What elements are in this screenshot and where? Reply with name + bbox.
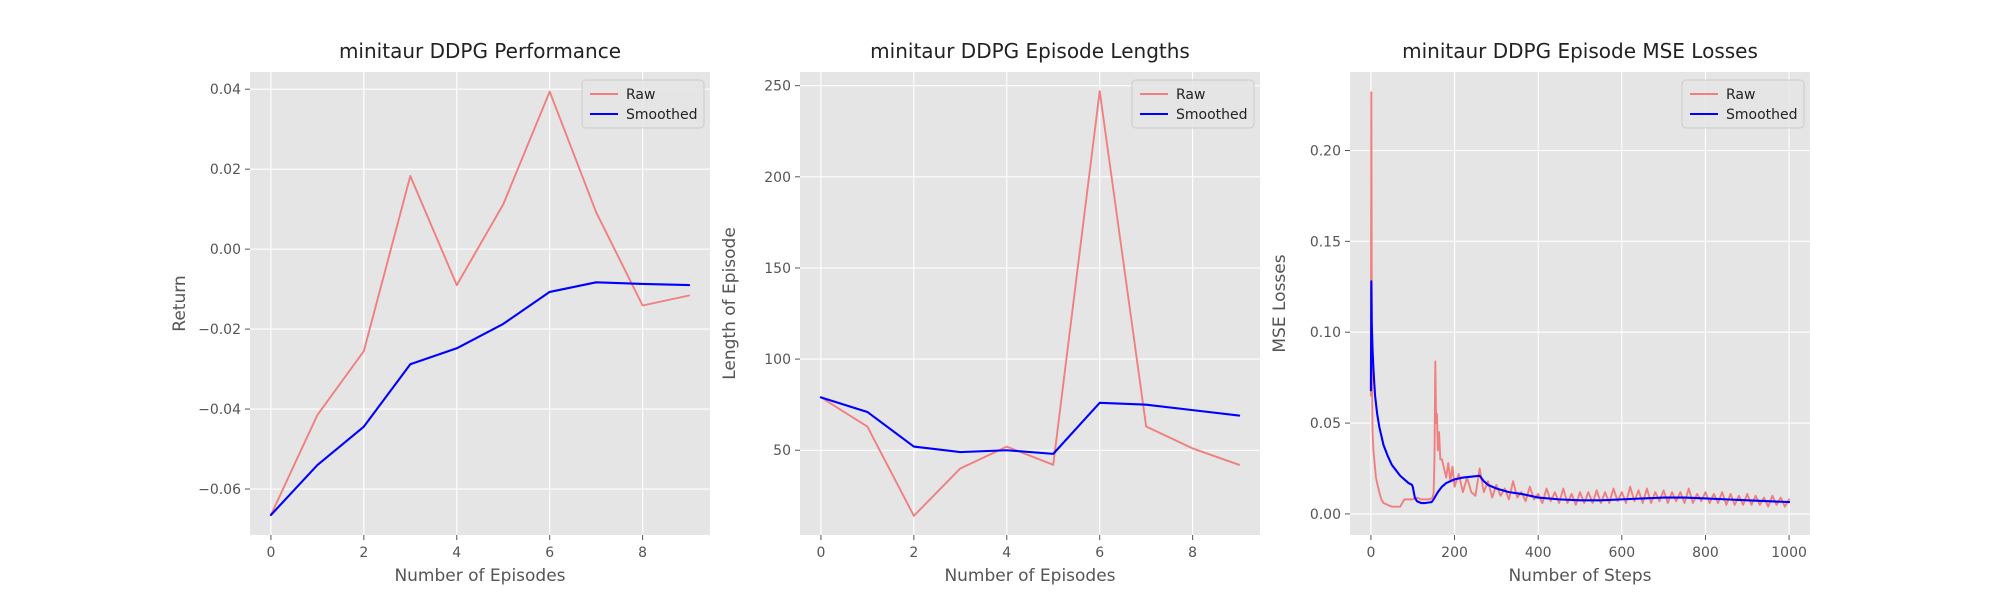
y-tick-label: 150 [764, 261, 791, 277]
x-tick-label: 400 [1525, 545, 1552, 561]
x-tick-label: 0 [1366, 545, 1375, 561]
y-tick-label: −0.06 [198, 482, 241, 498]
chart-title: minitaur DDPG Episode MSE Losses [1402, 39, 1758, 63]
x-tick-label: 4 [1002, 545, 1011, 561]
x-axis-label: Number of Steps [1508, 566, 1651, 586]
y-tick-label: −0.02 [198, 322, 241, 338]
legend-label: Raw [1726, 87, 1755, 103]
legend-label: Smoothed [1726, 107, 1798, 123]
x-tick-label: 6 [545, 545, 554, 561]
legend: Raw Smoothed [581, 79, 705, 129]
y-tick-label: 0.02 [210, 162, 241, 178]
y-tick-label: −0.04 [198, 402, 241, 418]
series-line-smoothed [269, 281, 691, 517]
y-tick-label: 0.04 [210, 82, 241, 98]
x-tick-label: 1000 [1771, 545, 1807, 561]
plot-background [800, 72, 1260, 535]
y-axis-label: MSE Losses [1270, 254, 1290, 352]
series-line-smoothed [1369, 280, 1791, 505]
y-axis-label: Length of Episode [720, 227, 740, 380]
x-tick-label: 2 [359, 545, 368, 561]
legend-label: Raw [626, 87, 655, 103]
legend-box [581, 79, 705, 129]
y-tick-label: 100 [764, 352, 791, 368]
x-tick-label: 0 [266, 545, 275, 561]
y-tick-label: 200 [764, 170, 791, 186]
y-tick-label: 250 [764, 79, 791, 95]
chart-title: minitaur DDPG Episode Lengths [870, 39, 1190, 63]
y-tick-label: 50 [773, 443, 791, 459]
legend: Raw Smoothed [1681, 79, 1805, 129]
x-axis-label: Number of Episodes [944, 566, 1115, 586]
y-tick-label: 0.05 [1310, 416, 1341, 432]
x-axis-label: Number of Episodes [394, 566, 565, 586]
y-axis-label: Return [170, 275, 190, 331]
x-tick-label: 8 [638, 545, 647, 561]
chart-panel-2: 0 2 4 6 8 50 100 150 200 250 minitaur DDPG Episode… [720, 39, 1260, 586]
chart-panel-3: 0 200 400 600 800 1000 0.00 0.05 0.10 0.15 0.20 min… [1270, 39, 1810, 586]
y-tick-label: 0.00 [210, 242, 241, 258]
y-tick-label: 0.20 [1310, 143, 1341, 159]
x-tick-label: 200 [1441, 545, 1468, 561]
legend: Raw Smoothed [1131, 79, 1255, 129]
y-tick-label: 0.15 [1310, 234, 1341, 250]
x-tick-label: 6 [1095, 545, 1104, 561]
series-line-smoothed [819, 396, 1241, 455]
legend-box [1681, 79, 1805, 129]
chart-title: minitaur DDPG Performance [339, 39, 621, 63]
y-tick-label: 0.00 [1310, 507, 1341, 523]
legend-label: Smoothed [1176, 107, 1248, 123]
x-tick-label: 8 [1188, 545, 1197, 561]
legend-label: Raw [1176, 87, 1205, 103]
series-line-raw [269, 90, 691, 516]
plot-background [1350, 72, 1810, 535]
series-line-raw [819, 90, 1241, 517]
x-tick-label: 0 [816, 545, 825, 561]
legend-box [1131, 79, 1255, 129]
chart-panel-1: 0 2 4 6 8 −0.06 −0.04 −0.02 0.00 0.02 0.04 minitaur… [170, 39, 710, 586]
x-tick-label: 800 [1692, 545, 1719, 561]
y-tick-label: 0.10 [1310, 325, 1341, 341]
legend-label: Smoothed [626, 107, 698, 123]
x-tick-label: 2 [909, 545, 918, 561]
x-tick-label: 600 [1608, 545, 1635, 561]
x-tick-label: 4 [452, 545, 461, 561]
